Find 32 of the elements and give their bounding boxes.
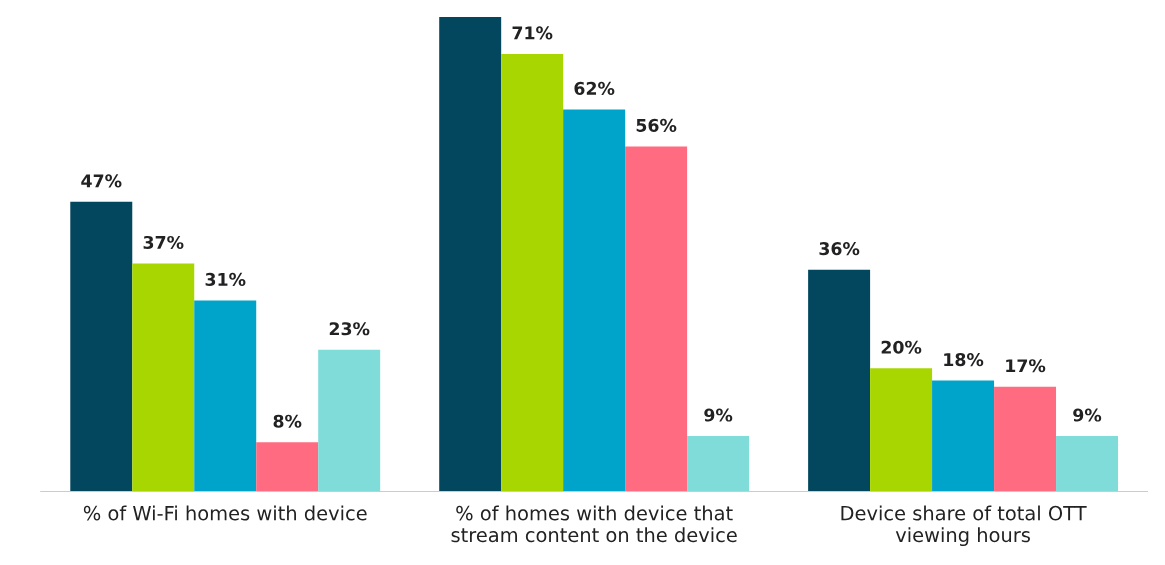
x-tick-label: Device share of total OTT viewing hours — [841, 505, 1087, 547]
bar — [318, 349, 381, 492]
data-label: 31% — [205, 272, 246, 286]
bar — [687, 436, 750, 492]
data-label: 62% — [574, 81, 615, 95]
data-label: 18% — [944, 353, 984, 367]
data-label: 71% — [512, 26, 553, 40]
data-label: 9% — [704, 408, 733, 422]
bar — [439, 16, 502, 492]
data-label: 8% — [273, 414, 302, 428]
bar — [501, 53, 564, 492]
x-tick-label: % of Wi-Fi homes with device — [83, 505, 367, 521]
data-label: 36% — [819, 242, 860, 256]
data-label: 17% — [1006, 359, 1046, 373]
data-label: 20% — [881, 340, 922, 354]
data-label: 37% — [143, 235, 184, 250]
bar — [1056, 436, 1119, 492]
bar — [870, 368, 933, 492]
bar — [132, 263, 195, 492]
data-label: 23% — [329, 322, 370, 336]
bar — [932, 380, 995, 492]
bar — [808, 269, 871, 492]
bar — [70, 201, 133, 492]
bar — [563, 109, 626, 492]
data-label: 47% — [81, 174, 122, 188]
bar — [194, 300, 257, 492]
bar — [256, 442, 319, 492]
data-label: 9% — [1073, 408, 1102, 422]
data-label: 56% — [636, 118, 677, 132]
bar — [625, 146, 688, 492]
x-tick-label: % of homes with device that stream content on the device — [451, 505, 737, 543]
bar — [994, 386, 1057, 492]
